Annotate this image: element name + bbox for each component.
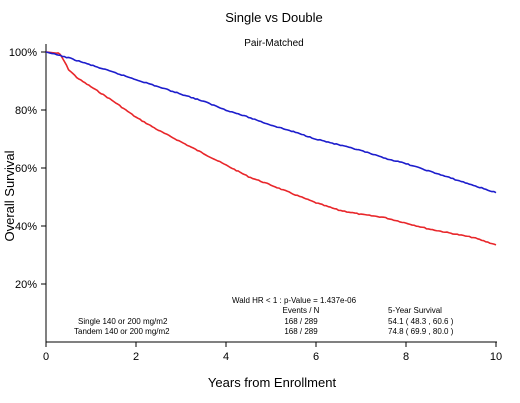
- legend-label-tandem: Tandem 140 or 200 mg/m2: [74, 327, 170, 336]
- survival-header: 5-Year Survival: [388, 306, 442, 315]
- y-tick-label: 20%: [15, 279, 37, 291]
- wald-annotation: Wald HR < 1 : p-Value = 1.437e-06: [232, 296, 357, 305]
- series-line-single: [45, 51, 497, 246]
- events-tandem: 168 / 289: [284, 327, 318, 336]
- chart-subtitle: Pair-Matched: [244, 38, 303, 49]
- survival-tandem: 74.8 ( 69.9 , 80.0 ): [388, 327, 454, 336]
- y-tick-label: 40%: [15, 221, 37, 233]
- x-tick-label: 6: [313, 351, 319, 363]
- x-tick-label: 10: [490, 351, 502, 363]
- y-tick-label: 60%: [15, 163, 37, 175]
- events-single: 168 / 289: [284, 317, 318, 326]
- y-tick-label: 80%: [15, 105, 37, 117]
- events-header: Events / N: [283, 306, 320, 315]
- survival-single: 54.1 ( 48.3 , 60.6 ): [388, 317, 454, 326]
- series-line-tandem: [45, 51, 497, 194]
- x-tick-label: 0: [43, 351, 49, 363]
- legend-label-single: Single 140 or 200 mg/m2: [78, 317, 168, 326]
- x-tick-label: 2: [133, 351, 139, 363]
- x-axis-label: Years from Enrollment: [208, 375, 337, 390]
- x-tick-label: 8: [403, 351, 409, 363]
- y-tick-label: 100%: [9, 47, 37, 59]
- chart-title: Single vs Double: [225, 10, 323, 25]
- x-tick-label: 4: [223, 351, 229, 363]
- y-axis-label: Overall Survival: [2, 150, 17, 241]
